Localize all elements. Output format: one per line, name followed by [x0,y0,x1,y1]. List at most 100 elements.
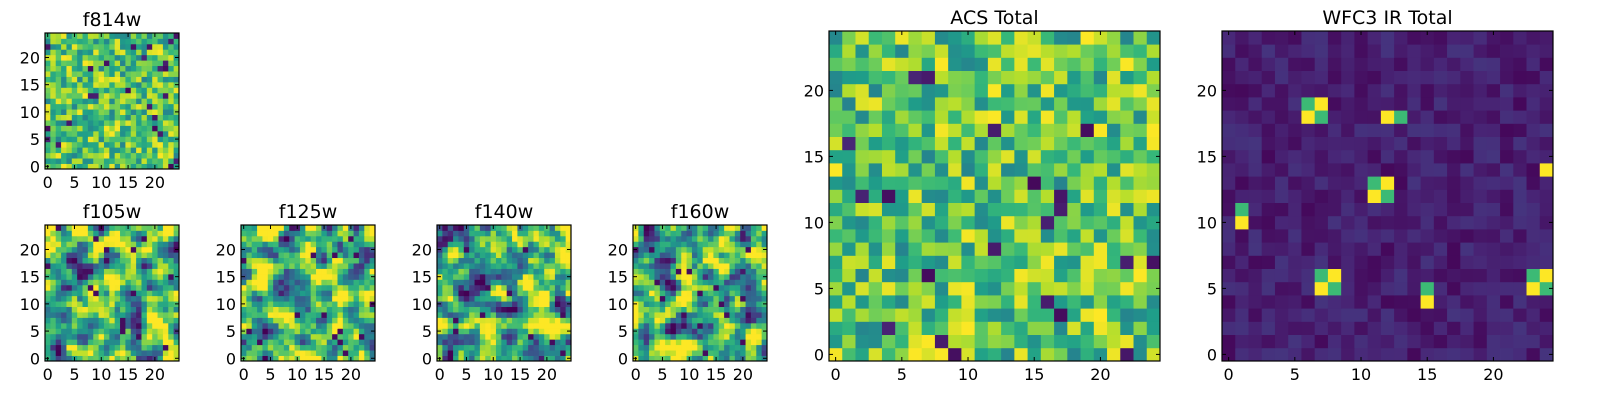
heatmap-cell [1027,255,1042,269]
heatmap-cell [173,284,180,291]
heatmap-cell [681,257,687,264]
heatmap-cell [1080,308,1095,322]
heatmap-cell [665,273,671,280]
heatmap-cell [453,284,459,291]
heatmap-cell [974,70,989,85]
heatmap-cell [708,273,714,280]
heatmap-cell [168,333,175,340]
heatmap-cell [1314,110,1329,124]
heatmap-cell [294,344,301,351]
heatmap-cell [120,295,126,302]
heatmap-cell [326,263,333,269]
heatmap-cell [1120,176,1134,190]
heatmap-cell [353,230,360,237]
heatmap-cell [745,246,752,253]
heatmap-cell [761,344,768,351]
heatmap-cell [643,257,650,264]
heatmap-cell [257,257,263,264]
heatmap-cell [908,215,923,230]
heatmap-cell [697,241,704,248]
heatmap-cell [146,92,153,99]
heatmap-cell [458,333,465,340]
heatmap-cell [348,273,354,280]
heatmap-cell [278,279,285,286]
heatmap-cell [528,241,534,248]
heatmap-cell [490,312,497,318]
heatmap-cell [273,306,279,313]
heatmap-cell [1261,189,1276,203]
heatmap-cell [278,284,285,291]
heatmap-cell [299,317,306,324]
heatmap-cell [358,301,365,307]
heatmap-cell [342,350,349,356]
heatmap-cell [136,125,142,132]
heatmap-cell [490,301,497,307]
heatmap-cell [734,328,741,335]
heatmap-cell [458,350,465,356]
heatmap-cell [643,322,650,329]
heatmap-cell [756,225,763,231]
heatmap-cell [289,350,295,356]
heatmap-cell [686,339,693,346]
heatmap-cell [708,317,714,324]
heatmap-cell [1447,149,1461,164]
heatmap-cell [109,33,116,39]
heatmap-cell [321,241,328,248]
heatmap-cell [152,71,158,77]
heatmap-cell [506,257,513,264]
heatmap-cell [1526,255,1541,269]
heatmap-cell [517,301,524,307]
heatmap-cell [278,306,285,313]
heatmap-cell [708,312,714,318]
heatmap-cell [1367,149,1382,164]
heatmap-cell [458,230,465,237]
heatmap-cell [262,290,269,297]
heatmap-cell [66,306,73,313]
heatmap-cell [533,284,540,291]
heatmap-cell [474,290,481,297]
heatmap-cell [560,252,567,259]
heatmap-cell [130,322,137,329]
heatmap-cell [114,241,121,248]
heatmap-cell [437,344,443,351]
heatmap-cell [855,308,870,322]
heatmap-cell [77,130,83,137]
heatmap-cell [120,71,126,77]
heatmap-cell [750,290,757,297]
heatmap-cell [168,60,175,67]
heatmap-cell [353,241,360,248]
heatmap-cell [71,312,78,318]
heatmap-cell [474,263,481,269]
heatmap-cell [713,301,720,307]
heatmap-cell [544,235,550,242]
heatmap-cell [130,163,137,170]
heatmap-cell [299,279,306,286]
heatmap-cell [246,350,253,356]
heatmap-cell [1040,57,1055,71]
heatmap-cell [1327,176,1342,190]
heatmap-cell [1235,123,1249,137]
heatmap-cell [82,141,89,148]
heatmap-cell [98,49,105,56]
heatmap-cell [77,43,83,50]
heatmap-cell [1327,123,1342,137]
heatmap-cell [283,279,290,286]
heatmap-cell [649,306,655,313]
heatmap-cell [681,284,687,291]
heatmap-cell [554,241,561,248]
heatmap-cell [659,241,666,248]
heatmap-cell [756,333,763,340]
heatmap-cell [1146,242,1161,256]
plot-frame [44,32,180,170]
heatmap-cell [829,189,843,203]
heatmap-cell [157,76,164,83]
heatmap-cell [565,344,572,351]
heatmap-cell [734,339,741,346]
x-tick-label: 0 [43,173,53,192]
heatmap-cell [1133,242,1148,256]
heatmap-cell [1539,229,1554,243]
heatmap-cell [120,43,126,50]
heatmap-cell [974,83,989,98]
heatmap-cell [495,322,502,329]
heatmap-cell [881,136,896,151]
